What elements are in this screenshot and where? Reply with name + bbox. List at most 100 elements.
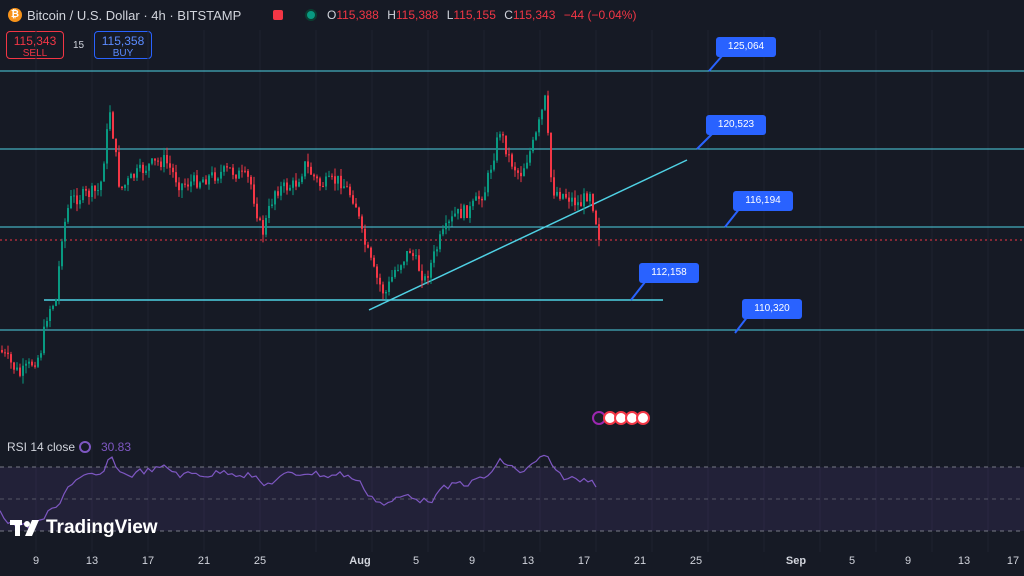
- candle-body: [436, 249, 438, 252]
- x-tick: 5: [412, 555, 420, 567]
- ohlc-close-value: 115,343: [512, 8, 556, 22]
- candle-body: [316, 176, 318, 179]
- candle-body: [364, 228, 366, 245]
- candle-body: [337, 175, 339, 184]
- ohlc-change: −44 (−0.04%): [563, 8, 637, 22]
- candle-body: [214, 172, 216, 181]
- candle-body: [127, 178, 129, 185]
- flag-icon[interactable]: [273, 10, 283, 20]
- rsi-value: 30.83: [101, 440, 132, 454]
- candle-body: [358, 207, 360, 217]
- level-label-125064[interactable]: 125,064: [716, 37, 776, 57]
- ohlc-readout: O115,388 H115,388 L115,155 C115,343 −44 …: [327, 8, 641, 22]
- level-label-112158[interactable]: 112,158: [639, 263, 699, 283]
- economic-events[interactable]: [592, 411, 650, 425]
- candle-body: [559, 191, 561, 199]
- x-tick: 5: [848, 555, 856, 567]
- candle-body: [589, 194, 591, 202]
- candle-body: [283, 182, 285, 187]
- us-flag-icon[interactable]: [636, 411, 650, 425]
- candle-body: [151, 158, 153, 164]
- candle-body: [541, 109, 543, 120]
- chart-header: ₿ Bitcoin / U.S. Dollar · 4h · BITSTAMP …: [0, 0, 1024, 30]
- candle-body: [493, 160, 495, 170]
- candle-body: [325, 176, 327, 187]
- candle-body: [382, 284, 384, 294]
- sell-button[interactable]: 115,343 SELL: [6, 31, 64, 59]
- x-tick: 9: [468, 555, 476, 567]
- candle-body: [463, 205, 465, 219]
- candle-body: [160, 161, 162, 168]
- price-chart[interactable]: [0, 0, 1024, 552]
- candle-body: [121, 186, 123, 188]
- candle-body: [145, 170, 147, 174]
- candle-body: [166, 155, 168, 164]
- candle-body: [154, 158, 156, 161]
- symbol-title[interactable]: Bitcoin / U.S. Dollar · 4h · BITSTAMP: [27, 8, 242, 23]
- candle-body: [1, 350, 3, 353]
- candle-body: [37, 357, 39, 367]
- candle-body: [418, 255, 420, 271]
- candle-body: [118, 152, 120, 187]
- candle-body: [568, 197, 570, 202]
- candle-body: [598, 224, 600, 240]
- tradingview-logo-icon: [10, 520, 39, 536]
- candle-body: [256, 203, 258, 219]
- candle-body: [22, 365, 24, 376]
- rsi-line: [0, 454, 597, 529]
- candle-body: [7, 352, 9, 355]
- candle-body: [277, 191, 279, 196]
- ohlc-low-value: 115,155: [453, 8, 496, 22]
- candle-body: [124, 184, 126, 188]
- candle-body: [199, 182, 201, 188]
- candle-body: [49, 308, 51, 322]
- candle-body: [187, 184, 189, 187]
- x-tick: 9: [32, 555, 40, 567]
- market-status-icon[interactable]: [305, 9, 317, 21]
- ohlc-open-key: O: [327, 8, 337, 22]
- candle-body: [535, 132, 537, 140]
- x-tick: 13: [957, 555, 971, 567]
- candle-body: [349, 186, 351, 196]
- candle-body: [61, 241, 63, 267]
- candle-body: [181, 183, 183, 191]
- candle-body: [490, 169, 492, 173]
- level-label-110320[interactable]: 110,320: [742, 299, 802, 319]
- candle-body: [580, 202, 582, 207]
- candle-body: [334, 176, 336, 184]
- logo-text: TradingView: [46, 517, 158, 538]
- candle-body: [379, 277, 381, 285]
- candle-body: [406, 250, 408, 262]
- level-label-116194[interactable]: 116,194: [733, 191, 793, 211]
- buy-button[interactable]: 115,358 BUY: [94, 31, 152, 59]
- label-pointer-112158: [630, 281, 646, 301]
- x-tick: 21: [197, 555, 211, 567]
- candle-body: [175, 172, 177, 183]
- time-axis[interactable]: 9 13 17 21 25 Aug 5 9 13 17 21 25 Sep 5 …: [0, 552, 1024, 572]
- x-tick: 9: [904, 555, 912, 567]
- candle-body: [43, 326, 45, 354]
- candle-body: [505, 135, 507, 155]
- rsi-visibility-icon[interactable]: [79, 441, 91, 453]
- candle-body: [478, 196, 480, 199]
- candle-body: [562, 193, 564, 199]
- candle-body: [292, 180, 294, 188]
- candle-body: [82, 189, 84, 201]
- candle-body: [343, 186, 345, 189]
- level-label-120523[interactable]: 120,523: [706, 115, 766, 135]
- candle-body: [544, 95, 546, 110]
- rsi-title[interactable]: RSI 14 close: [7, 440, 76, 454]
- candle-body: [445, 223, 447, 230]
- candle-body: [532, 139, 534, 152]
- ohlc-low-key: L: [446, 8, 454, 22]
- candle-body: [130, 173, 132, 179]
- candle-body: [184, 183, 186, 185]
- candle-body: [448, 221, 450, 224]
- candle-body: [472, 200, 474, 207]
- candle-body: [469, 206, 471, 218]
- candle-body: [565, 193, 567, 198]
- x-tick: 17: [577, 555, 591, 567]
- candle-body: [319, 178, 321, 186]
- candle-body: [97, 190, 99, 192]
- candle-body: [397, 269, 399, 271]
